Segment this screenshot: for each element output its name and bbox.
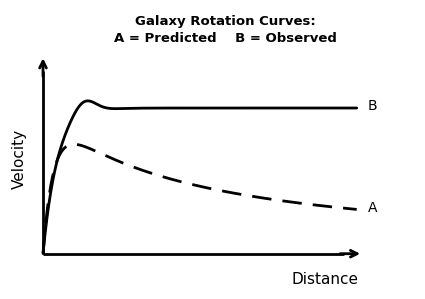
Text: B: B — [368, 99, 377, 113]
Text: Velocity: Velocity — [12, 129, 27, 189]
Text: A: A — [368, 202, 377, 215]
Text: Galaxy Rotation Curves:
A = Predicted    B = Observed: Galaxy Rotation Curves: A = Predicted B … — [113, 15, 336, 45]
Text: Distance: Distance — [291, 272, 358, 287]
